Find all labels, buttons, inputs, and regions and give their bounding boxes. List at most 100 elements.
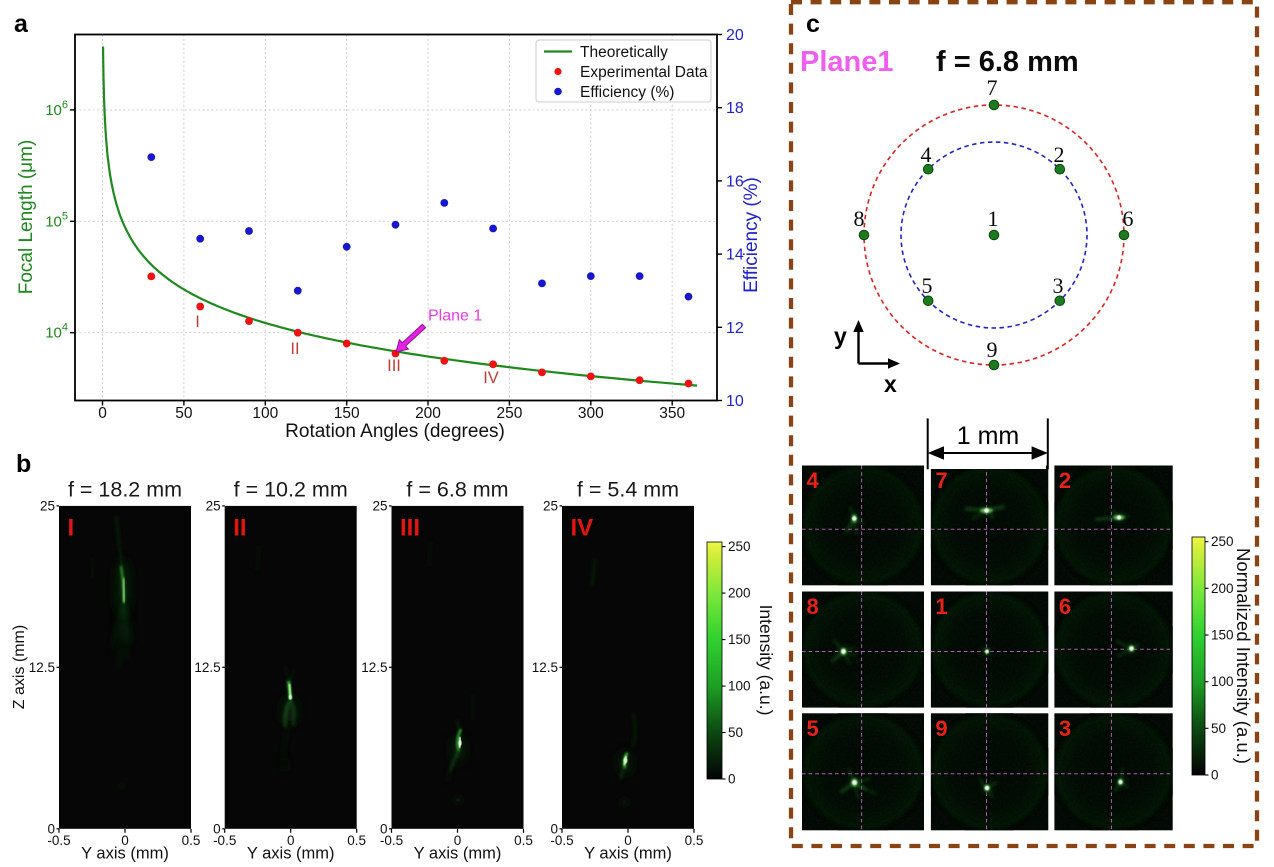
svg-text:16: 16 <box>726 173 744 190</box>
svg-text:III: III <box>387 357 401 375</box>
svg-text:14: 14 <box>726 247 744 264</box>
svg-text:f = 18.2 mm: f = 18.2 mm <box>68 478 182 502</box>
svg-text:0: 0 <box>550 821 558 836</box>
svg-text:-0.5: -0.5 <box>380 833 403 848</box>
svg-text:0.5: 0.5 <box>514 833 533 848</box>
svg-text:350: 350 <box>659 405 685 422</box>
svg-text:200: 200 <box>415 405 441 422</box>
svg-text:300: 300 <box>578 405 604 422</box>
svg-text:f = 5.4 mm: f = 5.4 mm <box>577 478 679 502</box>
svg-text:250: 250 <box>1211 534 1234 549</box>
svg-text:50: 50 <box>175 405 193 422</box>
svg-text:5: 5 <box>922 273 933 298</box>
svg-text:-0.5: -0.5 <box>550 833 573 848</box>
svg-text:5: 5 <box>807 716 819 741</box>
svg-text:1: 1 <box>935 594 947 619</box>
svg-text:20: 20 <box>726 27 744 44</box>
svg-text:Y axis (mm): Y axis (mm) <box>414 844 502 862</box>
svg-text:Theoretically: Theoretically <box>580 44 668 61</box>
svg-text:Y axis (mm): Y axis (mm) <box>247 844 335 862</box>
svg-text:0.5: 0.5 <box>182 833 201 848</box>
svg-text:Y axis (mm): Y axis (mm) <box>81 844 169 862</box>
svg-text:Experimental Data: Experimental Data <box>580 64 708 81</box>
svg-text:1: 1 <box>988 206 999 231</box>
svg-text:II: II <box>233 515 246 542</box>
svg-text:0: 0 <box>624 833 632 848</box>
svg-text:Normalized Intensity (a.u.): Normalized Intensity (a.u.) <box>1233 548 1254 764</box>
svg-text:9: 9 <box>935 716 947 741</box>
svg-text:8: 8 <box>854 206 865 231</box>
svg-text:6: 6 <box>1059 594 1071 619</box>
svg-text:0.5: 0.5 <box>347 833 366 848</box>
svg-text:25: 25 <box>372 498 387 513</box>
svg-text:150: 150 <box>728 632 751 647</box>
svg-text:0: 0 <box>47 821 55 836</box>
svg-text:1 mm: 1 mm <box>957 422 1020 450</box>
svg-text:104: 104 <box>45 322 68 342</box>
svg-text:100: 100 <box>252 405 278 422</box>
svg-text:105: 105 <box>45 210 68 230</box>
svg-text:Plane 1: Plane 1 <box>428 308 482 325</box>
svg-text:2: 2 <box>1054 142 1065 167</box>
svg-text:0: 0 <box>728 772 736 787</box>
svg-text:0: 0 <box>213 821 221 836</box>
svg-text:100: 100 <box>728 679 751 694</box>
svg-text:250: 250 <box>496 405 522 422</box>
svg-text:I: I <box>68 515 75 542</box>
svg-text:150: 150 <box>1211 628 1234 643</box>
svg-text:Intensity (a.u.): Intensity (a.u.) <box>756 605 776 716</box>
svg-text:25: 25 <box>543 498 558 513</box>
svg-text:150: 150 <box>334 405 360 422</box>
svg-text:8: 8 <box>807 594 819 619</box>
svg-text:b: b <box>16 450 31 478</box>
svg-text:0: 0 <box>121 833 129 848</box>
svg-text:Rotation Angles (degrees): Rotation Angles (degrees) <box>285 421 505 442</box>
svg-text:0: 0 <box>1211 768 1219 783</box>
svg-text:0: 0 <box>98 405 107 422</box>
svg-text:25: 25 <box>40 498 55 513</box>
svg-text:4: 4 <box>807 468 820 493</box>
svg-text:12.5: 12.5 <box>361 660 387 675</box>
svg-text:18: 18 <box>726 100 744 117</box>
svg-text:4: 4 <box>921 142 932 167</box>
svg-text:f = 10.2 mm: f = 10.2 mm <box>234 478 348 502</box>
svg-text:0: 0 <box>454 833 462 848</box>
svg-text:Y axis (mm): Y axis (mm) <box>584 844 672 862</box>
svg-text:9: 9 <box>987 337 998 362</box>
svg-text:3: 3 <box>1053 273 1064 298</box>
svg-text:50: 50 <box>728 725 743 740</box>
svg-text:Focal Length (μm): Focal Length (μm) <box>16 140 37 295</box>
svg-text:200: 200 <box>728 586 751 601</box>
svg-text:12.5: 12.5 <box>29 660 55 675</box>
svg-text:10: 10 <box>726 393 744 410</box>
svg-text:0: 0 <box>380 821 388 836</box>
svg-text:0.5: 0.5 <box>685 833 704 848</box>
svg-text:c: c <box>806 10 820 38</box>
svg-text:12.5: 12.5 <box>532 660 558 675</box>
svg-text:250: 250 <box>728 539 751 554</box>
svg-text:Z axis (mm): Z axis (mm) <box>11 625 28 709</box>
svg-text:f = 6.8 mm: f = 6.8 mm <box>406 478 508 502</box>
svg-text:50: 50 <box>1211 721 1226 736</box>
svg-text:12.5: 12.5 <box>194 660 220 675</box>
svg-text:7: 7 <box>935 468 947 493</box>
svg-text:Efficiency (%): Efficiency (%) <box>580 84 674 101</box>
svg-text:-0.5: -0.5 <box>213 833 236 848</box>
svg-text:25: 25 <box>206 498 221 513</box>
svg-text:a: a <box>14 10 29 38</box>
svg-text:106: 106 <box>45 99 68 119</box>
svg-text:12: 12 <box>726 320 744 337</box>
svg-text:x: x <box>884 371 897 397</box>
svg-text:0: 0 <box>287 833 295 848</box>
svg-text:6: 6 <box>1123 206 1134 231</box>
svg-text:2: 2 <box>1059 468 1071 493</box>
svg-text:Efficiency (%): Efficiency (%) <box>741 177 762 293</box>
svg-text:IV: IV <box>571 515 594 542</box>
svg-text:7: 7 <box>987 75 998 100</box>
svg-text:3: 3 <box>1059 716 1071 741</box>
svg-text:I: I <box>195 313 200 331</box>
svg-text:y: y <box>834 323 847 349</box>
svg-text:Plane1: Plane1 <box>800 46 894 78</box>
svg-text:II: II <box>290 340 299 358</box>
svg-text:-0.5: -0.5 <box>47 833 70 848</box>
